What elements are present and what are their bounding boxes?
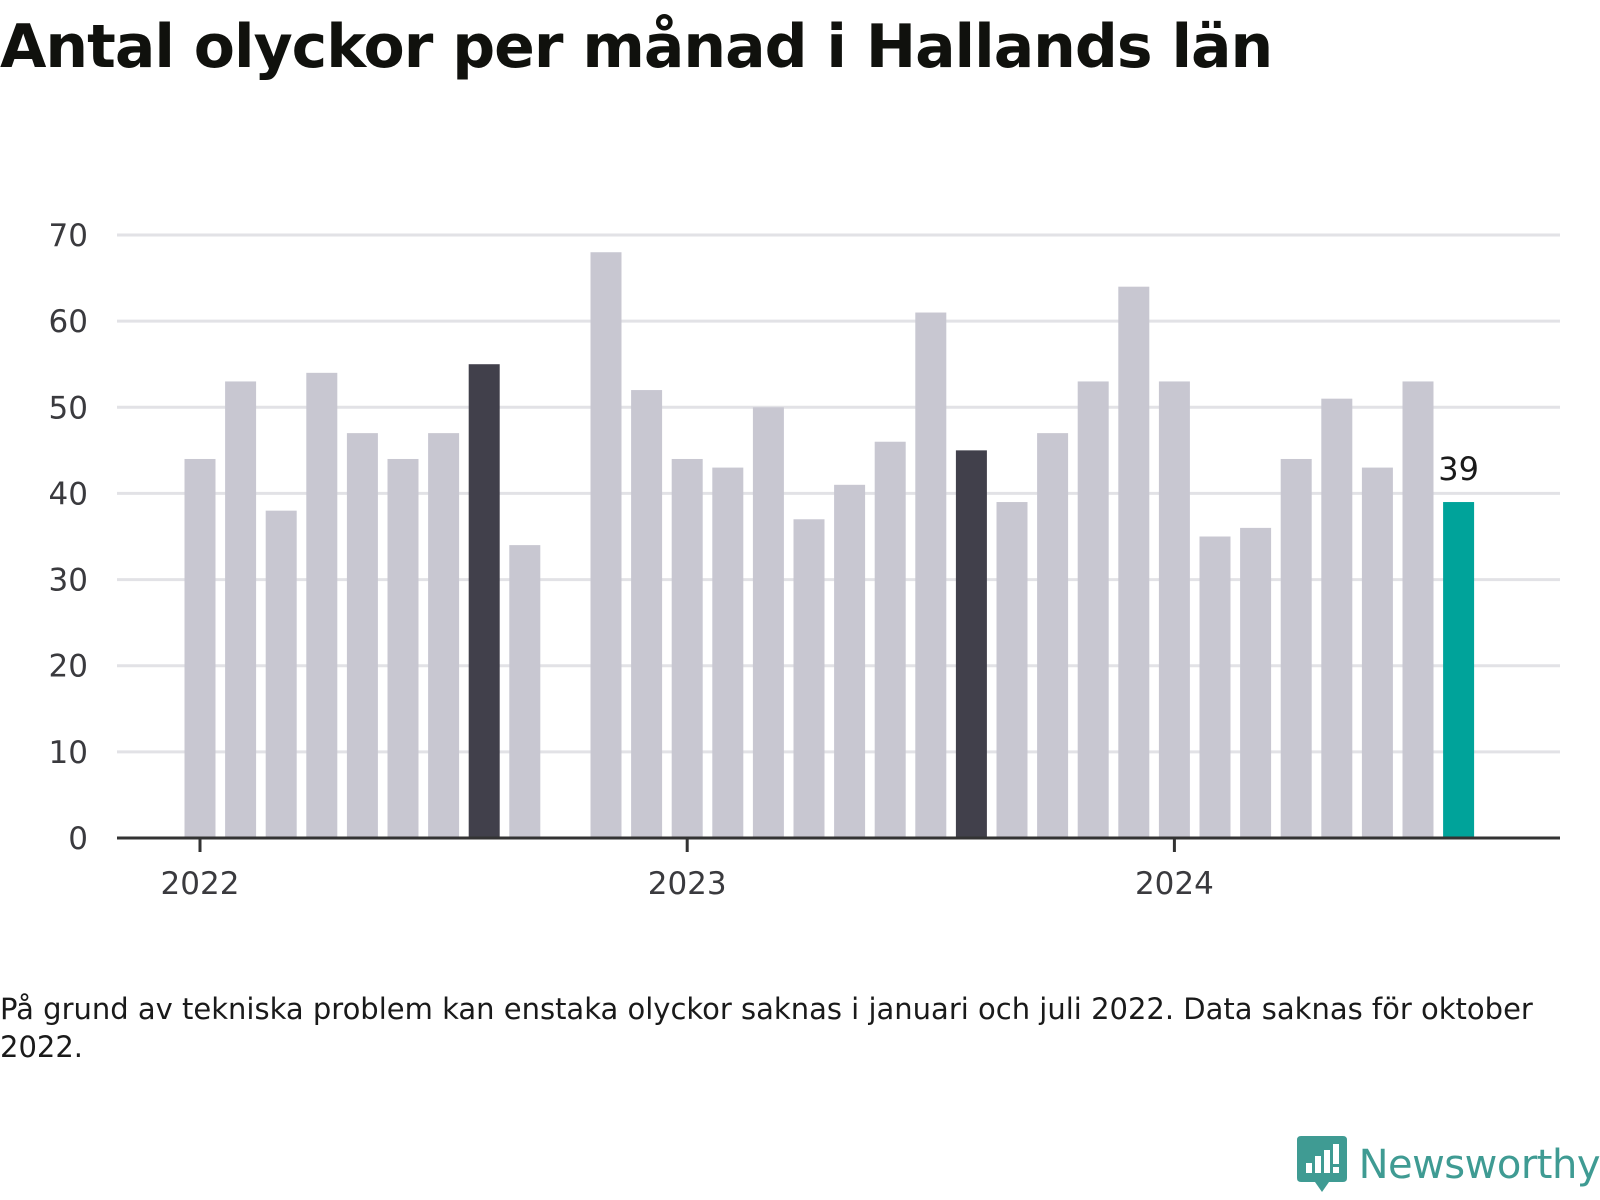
bar-2023-08: [955, 450, 987, 838]
bar-2022-06: [387, 458, 419, 838]
footnote: På grund av tekniska problem kan enstaka…: [0, 992, 1533, 1064]
bar-2023-03: [752, 407, 784, 838]
bar-2023-09: [996, 502, 1028, 838]
bar-2024-04: [1280, 458, 1312, 838]
bar-2023-04: [793, 519, 825, 838]
y-tick-label-70: 70: [49, 218, 88, 254]
bar-2022-08: [468, 364, 500, 838]
bar-2023-12: [1118, 286, 1150, 839]
x-tick-label-2023: 2023: [648, 866, 727, 902]
y-tick-label-20: 20: [49, 649, 88, 685]
bar-2022-09: [509, 545, 541, 838]
newsworthy-logo-icon: [1296, 1136, 1347, 1192]
bar-2024-01: [1158, 381, 1190, 838]
bar-chart: 0 10 20 30 40 50 60 70 2022 2023 2024 39: [49, 218, 1560, 902]
bar-2024-07: [1402, 381, 1434, 838]
x-tick-label-2024: 2024: [1135, 866, 1214, 902]
bar-2024-03: [1240, 527, 1272, 838]
y-tick-label-30: 30: [49, 563, 88, 599]
brand-name: Newsworthy: [1358, 1142, 1600, 1188]
bar-2022-04: [306, 372, 338, 838]
bar-2023-11: [1077, 381, 1109, 838]
y-tick-label-10: 10: [49, 735, 88, 771]
bar-2022-01: [184, 458, 216, 838]
bar-2024-02: [1199, 536, 1231, 838]
bar-2024-08: [1443, 502, 1475, 838]
y-tick-label-0: 0: [68, 821, 88, 857]
y-tick-label-40: 40: [49, 476, 88, 512]
bar-2022-11: [590, 252, 622, 838]
y-axis-ticks: 0 10 20 30 40 50 60 70: [49, 218, 88, 857]
bars: [184, 252, 1475, 839]
x-axis-ticks: 2022 2023 2024: [161, 838, 1214, 902]
bar-2022-03: [265, 510, 297, 838]
y-tick-label-60: 60: [49, 304, 88, 340]
brand-logo: Newsworthy: [1296, 1136, 1600, 1194]
bar-2023-06: [874, 441, 906, 838]
data-label-2024-08: 39: [1438, 450, 1479, 488]
bar-2022-05: [346, 433, 378, 838]
data-labels: 39: [1438, 450, 1479, 488]
bar-2024-06: [1361, 467, 1393, 838]
bar-2023-10: [1037, 433, 1069, 838]
x-tick-label-2022: 2022: [161, 866, 240, 902]
bar-2023-02: [712, 467, 744, 838]
bar-2022-07: [428, 433, 460, 838]
bar-2023-01: [671, 458, 703, 838]
bar-2023-07: [915, 312, 947, 838]
y-tick-label-50: 50: [49, 390, 88, 426]
bar-2023-05: [834, 484, 866, 838]
chart-title: Antal olyckor per månad i Hallands län: [0, 12, 1273, 82]
bar-2022-12: [631, 390, 663, 838]
bar-2024-05: [1321, 398, 1353, 838]
bar-2022-02: [225, 381, 257, 838]
